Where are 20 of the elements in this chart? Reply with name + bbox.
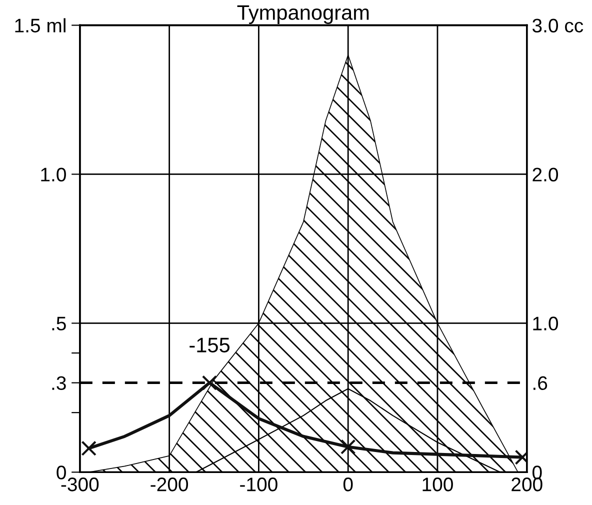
y-tick-label: .3 — [52, 376, 66, 390]
y2-tick-label: 3.0 cc — [532, 18, 584, 32]
y-tick-label: .5 — [52, 316, 66, 330]
x-tick-label: -300 — [61, 478, 99, 492]
y-tick-label: 1.0 — [41, 168, 66, 182]
point — [202, 375, 218, 390]
y-tick-label: 0 — [56, 466, 66, 480]
point — [340, 439, 356, 454]
y-tick-label: 1.5 ml — [15, 18, 66, 32]
point — [81, 440, 96, 456]
annotation: -155 — [190, 338, 230, 352]
x-tick-label: 200 — [512, 478, 542, 492]
y2-tick-label: 2.0 — [532, 168, 558, 182]
y2-tick-label: .6 — [534, 376, 548, 390]
x-tick-label: 100 — [422, 478, 453, 492]
chart-title: Tympanogram — [237, 5, 369, 24]
x-tick-label: -100 — [240, 478, 278, 492]
x-tick-label: 0 — [343, 478, 353, 492]
x-tick-label: -200 — [150, 478, 188, 492]
y2-tick-label: 1.0 — [533, 316, 558, 330]
